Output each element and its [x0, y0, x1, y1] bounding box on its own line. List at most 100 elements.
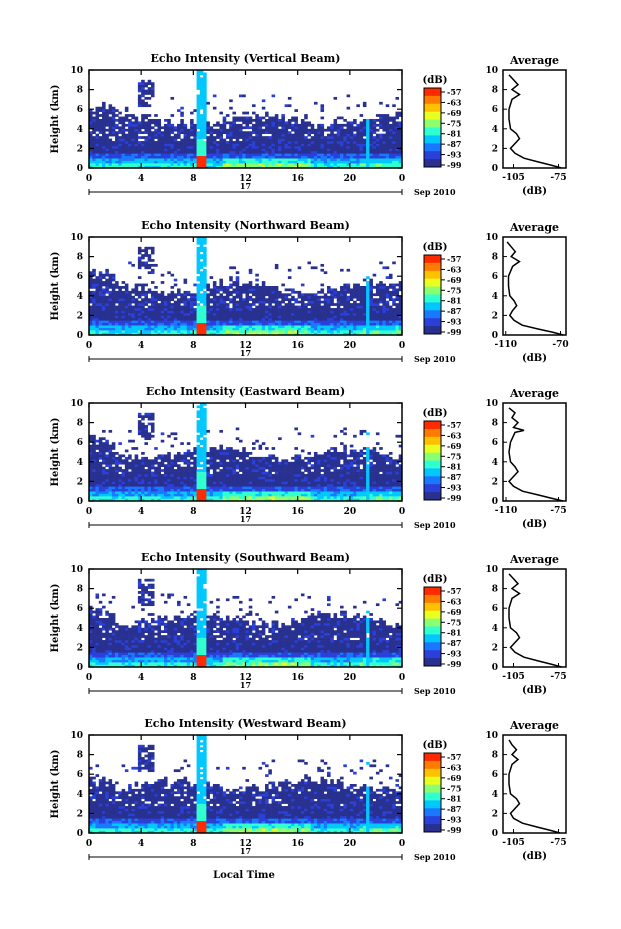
heatmap-cell — [134, 121, 139, 125]
heatmap-cell — [167, 148, 171, 152]
heatmap-cell — [304, 308, 308, 311]
heatmap-cell — [141, 312, 145, 316]
heatmap-cell — [382, 293, 386, 297]
heatmap-cell — [242, 288, 246, 292]
heatmap-cell — [190, 300, 194, 304]
heatmap-cell — [137, 84, 142, 88]
heatmap-cell — [137, 290, 142, 294]
heatmap-cell — [392, 145, 396, 149]
heatmap-cell — [265, 153, 269, 157]
heatmap-cell — [89, 111, 93, 115]
heatmap-cell — [323, 322, 328, 326]
heatmap-cell — [330, 141, 334, 144]
heatmap-cell — [163, 160, 168, 164]
heatmap-cell — [196, 131, 201, 134]
x-tick-label: 8 — [190, 174, 196, 184]
heatmap-cell — [369, 320, 373, 324]
heatmap-cell — [206, 148, 210, 152]
heatmap-cell — [124, 449, 129, 453]
heatmap-cell — [346, 94, 351, 98]
heatmap-cell — [229, 131, 233, 134]
heatmap-cell — [154, 293, 158, 297]
heatmap-cell — [131, 491, 135, 494]
heatmap-cell — [235, 138, 240, 142]
heatmap-cell — [177, 476, 181, 480]
heatmap-cell — [163, 315, 168, 319]
heatmap-cell — [163, 143, 168, 147]
heatmap-cell — [284, 155, 289, 159]
heatmap-cell — [92, 278, 96, 282]
heatmap-cell — [196, 461, 201, 465]
heatmap-cell — [183, 456, 188, 460]
heatmap-cell — [131, 295, 135, 299]
heatmap-cell — [281, 131, 285, 134]
heatmap-cell — [323, 312, 328, 316]
heatmap-cell — [150, 298, 155, 301]
heatmap-cell — [170, 488, 175, 492]
heatmap-cell — [144, 165, 148, 169]
heatmap-cell — [382, 114, 386, 117]
heatmap-cell — [327, 288, 331, 292]
heatmap-cell — [144, 425, 148, 428]
heatmap-cell — [385, 128, 390, 132]
heatmap-cell — [154, 133, 158, 137]
heatmap-cell — [379, 327, 383, 331]
heatmap-cell — [177, 454, 181, 458]
heatmap-cell — [362, 322, 367, 326]
heatmap-cell — [248, 271, 253, 275]
heatmap-cell — [297, 138, 302, 142]
heatmap-cell — [98, 295, 103, 299]
heatmap-cell — [144, 464, 148, 467]
heatmap-cell — [398, 155, 403, 159]
heatmap-cell — [102, 488, 106, 492]
heatmap-cell — [98, 283, 103, 287]
heatmap-cell — [291, 158, 295, 161]
heatmap-cell — [177, 136, 181, 139]
heatmap-cell — [170, 145, 175, 149]
heatmap-cell — [173, 481, 178, 485]
heatmap-cell — [320, 283, 325, 287]
heatmap-cell — [98, 464, 103, 467]
heatmap-cell — [336, 298, 341, 301]
heatmap-cell — [297, 155, 302, 159]
heatmap-cell — [173, 300, 178, 304]
heatmap-cell — [271, 295, 276, 299]
heatmap-cell — [362, 163, 367, 166]
heatmap-cell — [95, 155, 100, 159]
heatmap-cell — [190, 163, 194, 166]
heatmap-cell — [320, 300, 325, 304]
heatmap-cell — [261, 160, 266, 164]
heatmap-cell — [137, 474, 142, 477]
heatmap-cell — [261, 155, 266, 159]
heatmap-cell — [144, 322, 148, 326]
heatmap-cell — [124, 150, 129, 154]
heatmap-cell — [209, 141, 214, 144]
heatmap-cell — [128, 131, 132, 134]
heatmap-cell — [193, 153, 197, 157]
heatmap-cell — [349, 150, 354, 154]
heatmap-cell — [225, 148, 230, 152]
heatmap-cell — [170, 141, 175, 144]
heatmap-cell — [216, 303, 220, 306]
heatmap-cell — [216, 300, 220, 304]
heatmap-cell — [180, 308, 184, 311]
heatmap-cell — [265, 143, 269, 147]
heatmap-cell — [235, 158, 240, 161]
heatmap-cell — [180, 106, 184, 110]
heatmap-cell — [255, 155, 259, 159]
heatmap-cell — [379, 261, 383, 265]
heatmap-cell — [229, 298, 233, 301]
heatmap-cell — [209, 315, 214, 319]
heatmap-cell — [366, 300, 370, 304]
heatmap-cell — [359, 148, 364, 152]
heatmap-cell — [353, 325, 357, 328]
heatmap-cell — [111, 119, 116, 122]
heatmap-cell — [392, 160, 396, 164]
heatmap-cell — [291, 317, 295, 321]
heatmap-cell — [115, 312, 119, 316]
heatmap-cell — [134, 290, 139, 294]
heatmap-cell — [186, 481, 191, 485]
heatmap-cell — [349, 158, 354, 161]
heatmap-cell — [196, 126, 201, 130]
heatmap-cell — [340, 131, 344, 134]
